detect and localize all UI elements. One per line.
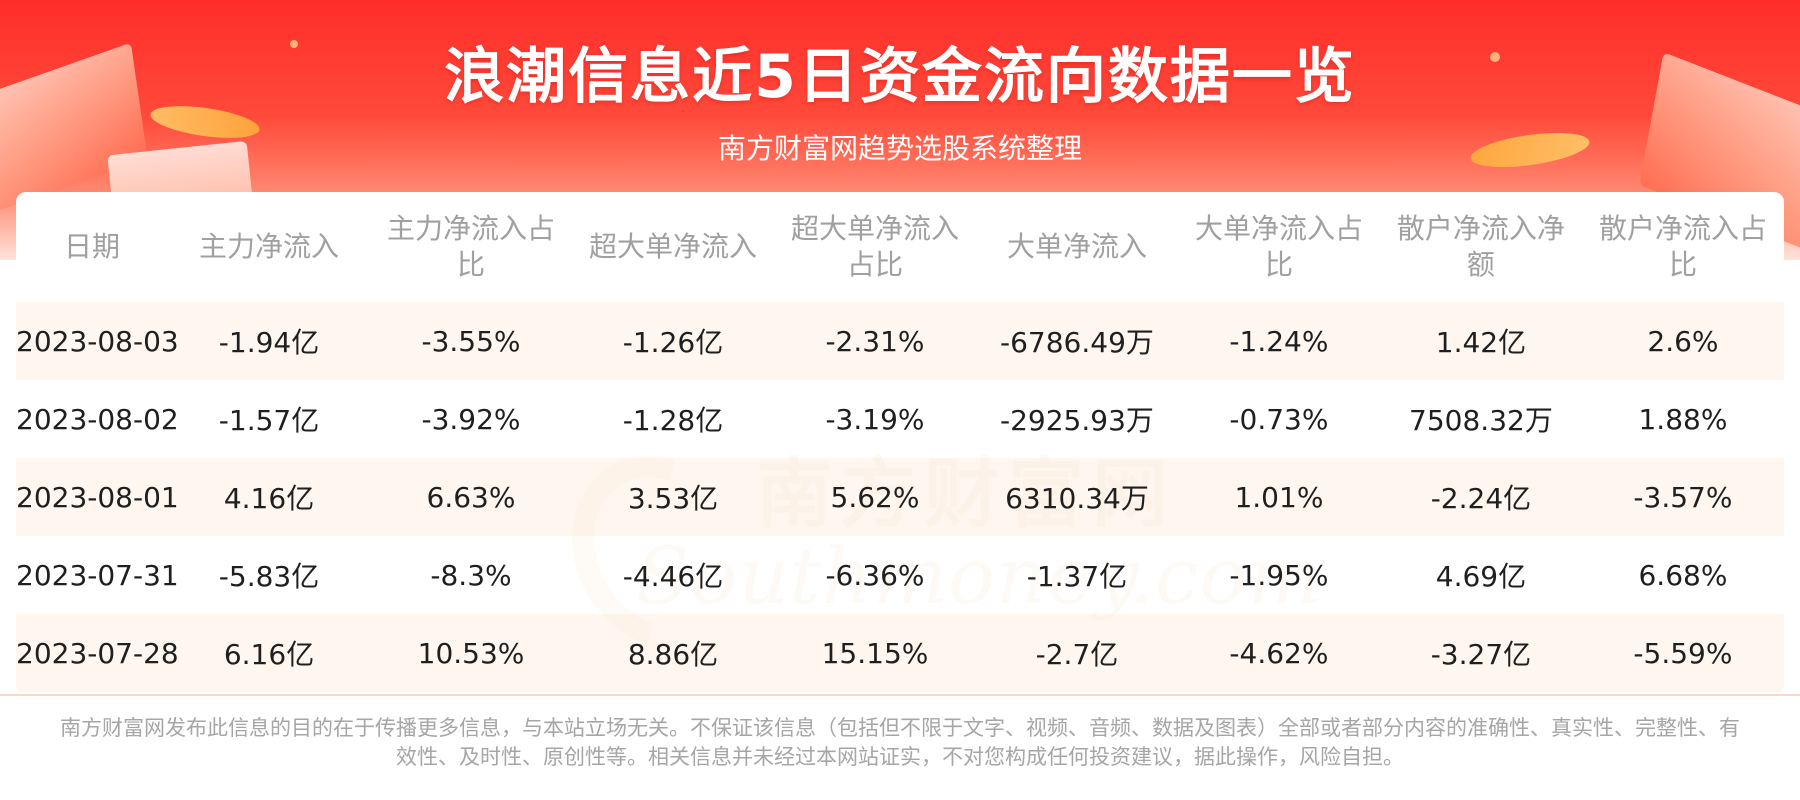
decorative-dot bbox=[1490, 52, 1500, 62]
table-header-row: 日期 主力净流入 主力净流入占比 超大单净流入 超大单净流入占比 大单净流入 大… bbox=[16, 192, 1784, 302]
table-cell: -3.55% bbox=[370, 302, 572, 380]
fund-flow-table: 日期 主力净流入 主力净流入占比 超大单净流入 超大单净流入占比 大单净流入 大… bbox=[16, 192, 1784, 692]
column-header-main-net-inflow-ratio: 主力净流入占比 bbox=[387, 212, 556, 281]
table-cell: -1.94亿 bbox=[168, 302, 371, 380]
page-subtitle: 南方财富网趋势选股系统整理 bbox=[717, 132, 1082, 165]
table-cell-date: 2023-08-02 bbox=[16, 380, 179, 458]
column-header-date: 日期 bbox=[64, 230, 121, 263]
data-card: 南方财富网 Southmoney.com 日期 主力净流入 主力净流入占比 超大… bbox=[16, 192, 1784, 694]
table-cell: 4.69亿 bbox=[1379, 536, 1582, 614]
disclaimer-text: 南方财富网发布此信息的目的在于传播更多信息，与本站立场无关。不保证该信息（包括但… bbox=[60, 716, 1740, 769]
column-header-retail-net-inflow: 散户净流入净额 bbox=[1396, 212, 1565, 281]
table-cell: -2.24亿 bbox=[1379, 458, 1582, 536]
footer-divider bbox=[0, 694, 1800, 696]
table-cell: -5.83亿 bbox=[168, 536, 371, 614]
table-cell: -2925.93万 bbox=[975, 380, 1178, 458]
column-header-xl-order-net-inflow-ratio: 超大单净流入占比 bbox=[790, 212, 959, 281]
table-cell: 6310.34万 bbox=[975, 458, 1178, 536]
table-cell: -8.3% bbox=[370, 536, 572, 614]
table-cell: 1.42亿 bbox=[1379, 302, 1582, 380]
table-cell: -4.62% bbox=[1177, 614, 1380, 692]
table-cell: -5.59% bbox=[1581, 614, 1784, 692]
table-cell: 10.53% bbox=[370, 614, 572, 692]
table-cell: -2.31% bbox=[773, 302, 976, 380]
table-cell: -3.57% bbox=[1581, 458, 1784, 536]
column-header-retail-net-inflow-ratio: 散户净流入占比 bbox=[1598, 212, 1767, 281]
table-cell: 2.6% bbox=[1581, 302, 1784, 380]
table-cell: 3.53亿 bbox=[572, 458, 774, 536]
table-cell: -3.92% bbox=[370, 380, 572, 458]
table-cell: 1.01% bbox=[1177, 458, 1380, 536]
decorative-dot bbox=[290, 40, 298, 48]
page-title: 浪潮信息近5日资金流向数据一览 bbox=[444, 42, 1356, 112]
column-header-xl-order-net-inflow: 超大单净流入 bbox=[588, 230, 757, 263]
table-cell: -1.37亿 bbox=[975, 536, 1178, 614]
table-cell-date: 2023-08-01 bbox=[16, 458, 179, 536]
table-cell: -6.36% bbox=[773, 536, 976, 614]
table-cell: -1.57亿 bbox=[168, 380, 371, 458]
table-row: 2023-07-31 -5.83亿 -8.3% -4.46亿 -6.36% -1… bbox=[16, 536, 1784, 614]
table-row: 2023-08-02 -1.57亿 -3.92% -1.28亿 -3.19% -… bbox=[16, 380, 1784, 458]
table-cell: -3.19% bbox=[773, 380, 976, 458]
table-cell: -1.28亿 bbox=[572, 380, 774, 458]
table-cell: -1.24% bbox=[1177, 302, 1380, 380]
table-cell: -1.95% bbox=[1177, 536, 1380, 614]
table-cell: 15.15% bbox=[773, 614, 976, 692]
table-cell: -3.27亿 bbox=[1379, 614, 1582, 692]
table-cell: -0.73% bbox=[1177, 380, 1380, 458]
table-cell: -1.26亿 bbox=[572, 302, 774, 380]
table-cell: 7508.32万 bbox=[1379, 380, 1582, 458]
table-cell: 5.62% bbox=[773, 458, 976, 536]
column-header-large-order-net-inflow-ratio: 大单净流入占比 bbox=[1194, 212, 1363, 281]
table-cell: -4.46亿 bbox=[572, 536, 774, 614]
table-cell: 1.88% bbox=[1581, 380, 1784, 458]
table-cell: 6.63% bbox=[370, 458, 572, 536]
table-row: 2023-08-03 -1.94亿 -3.55% -1.26亿 -2.31% -… bbox=[16, 302, 1784, 380]
column-header-main-net-inflow: 主力净流入 bbox=[199, 230, 340, 263]
column-header-large-order-net-inflow: 大单净流入 bbox=[1006, 230, 1147, 263]
table-cell: -6786.49万 bbox=[975, 302, 1178, 380]
table-cell: 4.16亿 bbox=[168, 458, 371, 536]
table-cell: 8.86亿 bbox=[572, 614, 774, 692]
table-cell: -2.7亿 bbox=[975, 614, 1178, 692]
table-cell: 6.16亿 bbox=[168, 614, 371, 692]
table-row: 2023-07-28 6.16亿 10.53% 8.86亿 15.15% -2.… bbox=[16, 614, 1784, 692]
table-row: 2023-08-01 4.16亿 6.63% 3.53亿 5.62% 6310.… bbox=[16, 458, 1784, 536]
table-cell-date: 2023-07-31 bbox=[16, 536, 179, 614]
table-cell: 6.68% bbox=[1581, 536, 1784, 614]
table-cell-date: 2023-07-28 bbox=[16, 614, 179, 692]
table-cell-date: 2023-08-03 bbox=[16, 302, 179, 380]
